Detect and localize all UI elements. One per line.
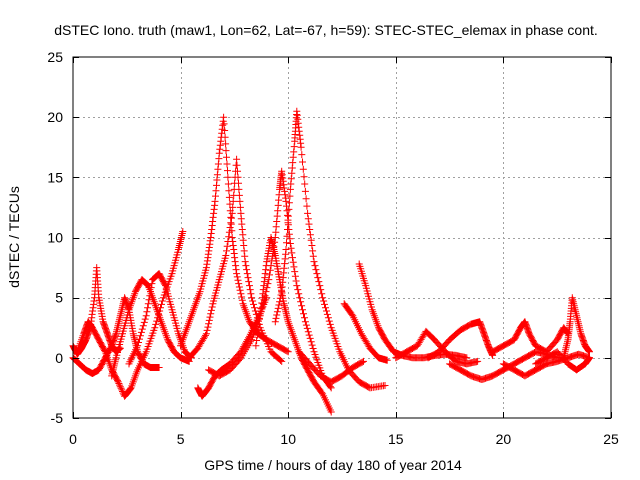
series-arc-late-7	[532, 348, 593, 374]
data-points	[69, 107, 593, 416]
series-arc-mid-7	[295, 348, 367, 386]
series-markers	[271, 107, 389, 392]
series-markers	[499, 350, 593, 380]
series-arc-late-5	[499, 350, 593, 380]
x-tick-label: 15	[388, 431, 404, 447]
plot-frame	[72, 56, 612, 419]
y-tick-label: 10	[47, 230, 63, 246]
y-tick-label: -5	[51, 410, 64, 426]
x-tick-label: 25	[603, 431, 619, 447]
y-tick-label: 25	[47, 49, 63, 65]
series-arc-late-1	[392, 327, 482, 368]
x-tick-label: 10	[280, 431, 296, 447]
y-axis-label: dSTEC / TECUs	[6, 186, 22, 288]
series-markers	[108, 276, 193, 380]
series-arc-early-5	[125, 270, 195, 368]
series-markers	[424, 318, 497, 362]
x-tick-label: 5	[177, 431, 185, 447]
y-tick-label: 15	[47, 169, 63, 185]
series-arc-mid-6	[271, 107, 389, 392]
series-arc-late-4	[489, 318, 572, 356]
series-markers	[489, 318, 572, 356]
series-arc-late-2	[424, 318, 497, 362]
y-tick-label: 0	[55, 350, 63, 366]
series-markers	[340, 300, 391, 364]
series-markers	[185, 155, 286, 365]
series-markers	[125, 270, 195, 368]
x-tick-label: 20	[496, 431, 512, 447]
series-arc-mid-2	[185, 155, 286, 365]
y-tick-label: 5	[55, 290, 63, 306]
x-tick-label: 0	[69, 431, 77, 447]
y-tick-label: 20	[47, 109, 63, 125]
chart-title: dSTEC Iono. truth (maw1, Lon=62, Lat=-67…	[54, 22, 598, 38]
axis-ticks: 0 5 10 15 20 25 -5 0 5 10 15 20 25	[47, 49, 619, 447]
series-markers	[532, 348, 593, 374]
series-arc-mid-8	[340, 300, 391, 364]
x-axis-label: GPS time / hours of day 180 of year 2014	[204, 457, 462, 473]
series-markers	[392, 327, 482, 368]
series-markers	[295, 348, 367, 386]
series-arc-early-4	[108, 276, 193, 380]
